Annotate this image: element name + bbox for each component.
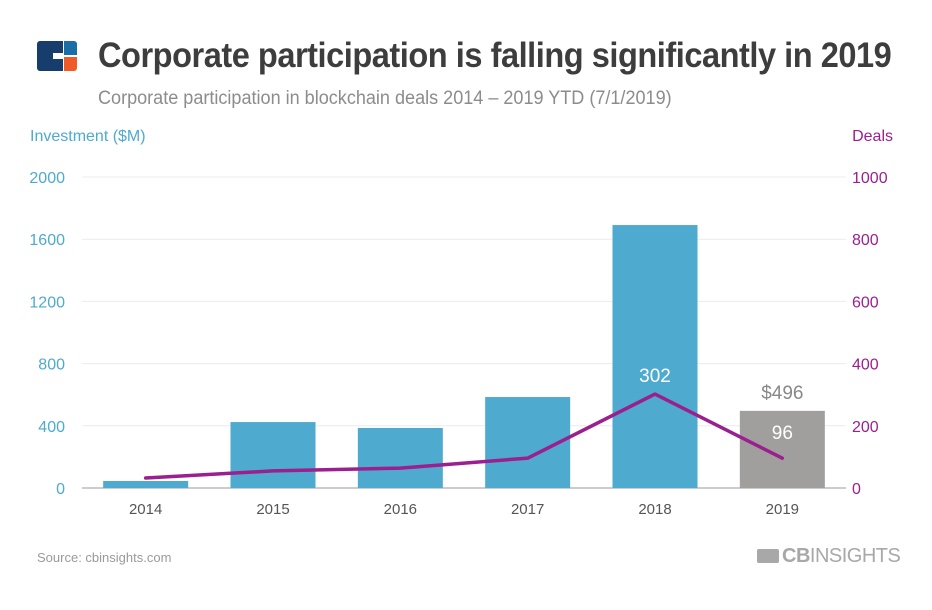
bar-data-label-2019: $496: [761, 383, 803, 404]
bar-2018: [612, 225, 698, 488]
x-axis-tick: 2014: [129, 501, 162, 518]
right-axis-tick: 800: [852, 232, 879, 249]
chart-title: Corporate participation is falling signi…: [98, 36, 892, 75]
cb-insights-logo: [37, 41, 77, 71]
right-axis-tick: 400: [852, 357, 879, 374]
left-axis-tick: 400: [38, 419, 65, 436]
left-axis-tick: 1200: [29, 294, 65, 311]
bar-2019: [739, 410, 825, 488]
brand-logo: CBINSIGHTS: [757, 545, 901, 568]
left-axis-tick: 2000: [29, 170, 65, 187]
brand-rest: INSIGHTS: [809, 545, 901, 567]
left-axis-label: Investment ($M): [30, 128, 146, 145]
bar-2016: [357, 427, 443, 488]
right-axis-tick: 600: [852, 294, 879, 311]
x-axis-tick: 2019: [766, 501, 799, 518]
deals-data-label-2019: 96: [772, 423, 793, 444]
brand-bold: CB: [782, 545, 810, 567]
left-axis-tick: 800: [38, 357, 65, 374]
x-axis-tick: 2017: [511, 501, 544, 518]
chart-subtitle: Corporate participation in blockchain de…: [98, 88, 672, 109]
source-note: Source: cbinsights.com: [37, 550, 172, 565]
x-axis-tick: 2018: [638, 501, 671, 518]
right-axis-tick: 200: [852, 419, 879, 436]
left-axis-tick: 0: [56, 481, 65, 498]
right-axis-tick: 0: [852, 481, 861, 498]
bar-2015: [230, 422, 316, 488]
right-axis-label: Deals: [852, 128, 893, 145]
bar-2014: [103, 481, 189, 488]
deals-line: [143, 392, 785, 480]
right-axis-tick: 1000: [852, 170, 888, 187]
left-axis-tick: 1600: [29, 232, 65, 249]
x-axis-tick: 2016: [384, 501, 417, 518]
x-axis-tick: 2015: [256, 501, 289, 518]
deals-data-label-2018: 302: [639, 366, 671, 387]
